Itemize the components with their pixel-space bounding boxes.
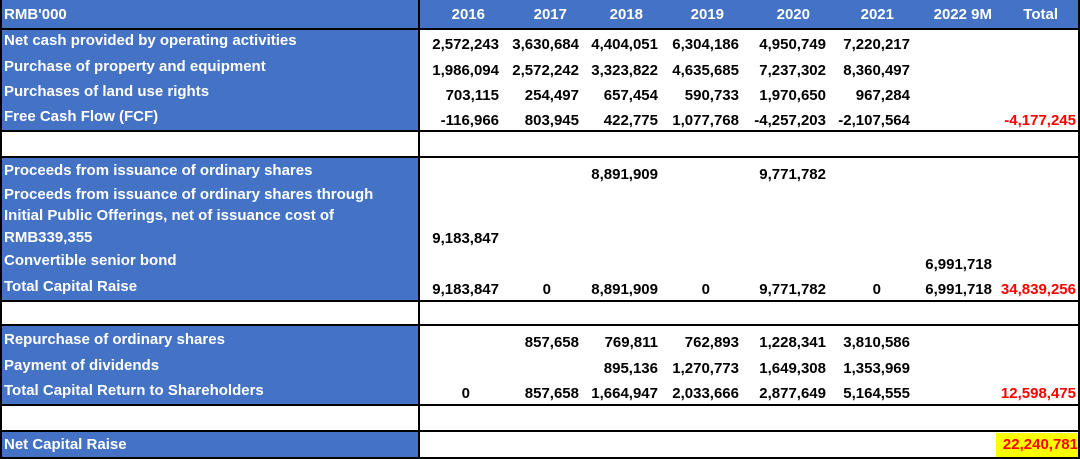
- row-label: Repurchase of ordinary shares: [4, 331, 225, 348]
- row-label-line-1: Proceeds from issuance of ordinary share…: [4, 186, 374, 203]
- year-header-2018: 2018: [609, 6, 643, 23]
- cell-2019: 1,270,773: [672, 360, 739, 377]
- row-label: Convertible senior bond: [4, 252, 177, 269]
- year-header-2022-9m: 2022 9M: [933, 6, 992, 23]
- year-header-2020: 2020: [776, 6, 810, 23]
- cell-2020: 9,771,782: [759, 166, 826, 183]
- cell-2019: 590,733: [684, 87, 739, 104]
- year-header-2021: 2021: [860, 6, 894, 23]
- capital-return-section: [0, 326, 1080, 404]
- net-section: [0, 432, 1080, 459]
- cell-2018: 422,775: [603, 112, 658, 129]
- cell-2018: 1,664,947: [591, 385, 658, 402]
- cell-2020: 1,649,308: [759, 360, 826, 377]
- cell-2019: 1,077,768: [672, 112, 739, 129]
- cell-2020: -4,257,203: [754, 112, 826, 129]
- row-label: Total Capital Return to Shareholders: [4, 382, 264, 399]
- cell-2016: 9,183,847: [432, 230, 499, 247]
- cell-2019: 4,635,685: [672, 62, 739, 79]
- cell-2018: 657,454: [603, 87, 658, 104]
- cell-2020: 9,771,782: [759, 281, 826, 298]
- cell-2017: 254,497: [524, 87, 579, 104]
- cell-2022-9m: 6,991,718: [925, 256, 992, 273]
- cell-2020: 7,237,302: [759, 62, 826, 79]
- row-label: Purchase of property and equipment: [4, 58, 266, 75]
- cell-2016: 703,115: [445, 87, 499, 104]
- cell-2019: 762,893: [684, 334, 739, 351]
- fcf-total: -4,177,245: [1004, 112, 1076, 129]
- net-capital-raise-total: 22,240,781: [996, 433, 1078, 457]
- row-label: Proceeds from issuance of ordinary share…: [4, 162, 313, 179]
- cell-2018: 3,323,822: [591, 62, 658, 79]
- year-header-2017: 2017: [533, 6, 567, 23]
- cell-2016: 0: [461, 385, 470, 402]
- year-header-2019: 2019: [690, 6, 724, 23]
- cell-2016: 2,572,243: [432, 36, 499, 53]
- row-label: Net cash provided by operating activitie…: [4, 32, 297, 49]
- cell-2017: 3,630,684: [512, 36, 579, 53]
- cell-2018: 4,404,051: [591, 36, 658, 53]
- cell-2021: 1,353,969: [843, 360, 910, 377]
- cell-2021: 8,360,497: [843, 62, 910, 79]
- cell-2017: 803,945: [524, 112, 579, 129]
- row-label: Purchases of land use rights: [4, 83, 210, 100]
- cell-2017: 857,658: [524, 334, 579, 351]
- capital-return-total: 12,598,475: [1000, 385, 1076, 402]
- cell-2016: 1,986,094: [432, 62, 499, 79]
- cell-2018: 8,891,909: [591, 166, 658, 183]
- capital-raise-total: 34,839,256: [1000, 281, 1076, 298]
- cell-2019: 2,033,666: [672, 385, 739, 402]
- cell-2018: 769,811: [604, 334, 658, 351]
- total-header: Total: [1023, 6, 1058, 23]
- capital-raise-section: [0, 158, 1080, 300]
- row-label: Free Cash Flow (FCF): [4, 108, 159, 125]
- year-header-2016: 2016: [451, 6, 485, 23]
- cell-2021: -2,107,564: [838, 112, 910, 129]
- cell-2020: 2,877,649: [759, 385, 826, 402]
- cell-2018: 895,136: [603, 360, 658, 377]
- cell-2021: 7,220,217: [843, 36, 910, 53]
- unit-label: RMB'000: [4, 6, 67, 23]
- row-label-line-3: RMB339,355: [4, 229, 93, 246]
- cell-2019: 0: [701, 281, 710, 298]
- cell-2021: 3,810,586: [843, 334, 910, 351]
- cell-2016: 9,183,847: [432, 281, 499, 298]
- cell-2016: -116,966: [440, 112, 499, 129]
- cell-2017: 857,658: [524, 385, 579, 402]
- fcf-section: [0, 28, 1080, 130]
- cell-2020: 1,970,650: [759, 87, 826, 104]
- cell-2022-9m: 6,991,718: [925, 281, 992, 298]
- cell-2020: 4,950,749: [759, 36, 826, 53]
- header-row: RMB'000 2016 2017 2018 2019 2020 2021 20…: [0, 0, 1080, 28]
- cell-2018: 8,891,909: [591, 281, 658, 298]
- cell-2017: 0: [542, 281, 551, 298]
- cell-2020: 1,228,341: [759, 334, 826, 351]
- row-label: Total Capital Raise: [4, 278, 138, 295]
- cell-2021: 0: [872, 281, 881, 298]
- row-label: Payment of dividends: [4, 357, 160, 374]
- cell-2021: 5,164,555: [843, 385, 910, 402]
- cell-2021: 967,284: [855, 87, 910, 104]
- cell-2017: 2,572,242: [512, 62, 579, 79]
- row-label-line-2: Initial Public Offerings, net of issuanc…: [4, 207, 335, 224]
- row-label: Net Capital Raise: [4, 436, 127, 453]
- cell-2019: 6,304,186: [672, 36, 739, 53]
